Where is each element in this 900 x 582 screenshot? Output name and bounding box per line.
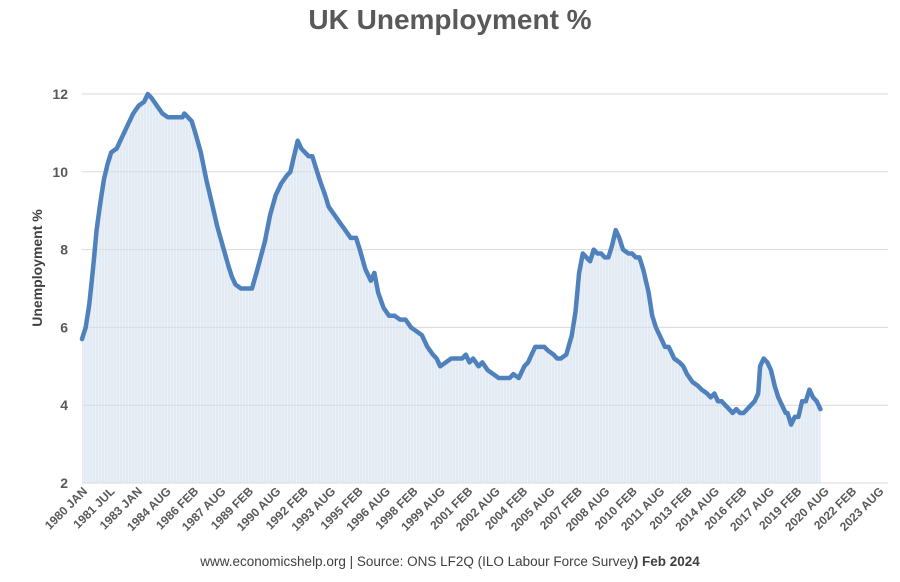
y-tick-label: 6 [60, 319, 68, 335]
y-tick-label: 2 [60, 475, 68, 491]
y-axis-label: Unemployment % [29, 209, 45, 327]
series-line [79, 91, 823, 427]
y-tick-label: 8 [60, 242, 68, 258]
y-tick-label: 12 [52, 86, 68, 102]
line-layer [79, 91, 823, 427]
y-axis-ticks: 2 4 6 8 10 12 [52, 86, 68, 491]
y-tick-label: 10 [52, 164, 68, 180]
footer-source: www.economicshelp.org | Source: ONS LF2Q… [0, 554, 900, 569]
footer-text: www.economicshelp.org | Source: ONS LF2Q… [200, 554, 634, 569]
area-fill-layer [82, 94, 821, 483]
chart-title: UK Unemployment % [308, 4, 592, 35]
footer-date: ) Feb 2024 [633, 554, 700, 569]
area-hatch [82, 94, 821, 483]
y-tick-label: 4 [60, 397, 68, 413]
